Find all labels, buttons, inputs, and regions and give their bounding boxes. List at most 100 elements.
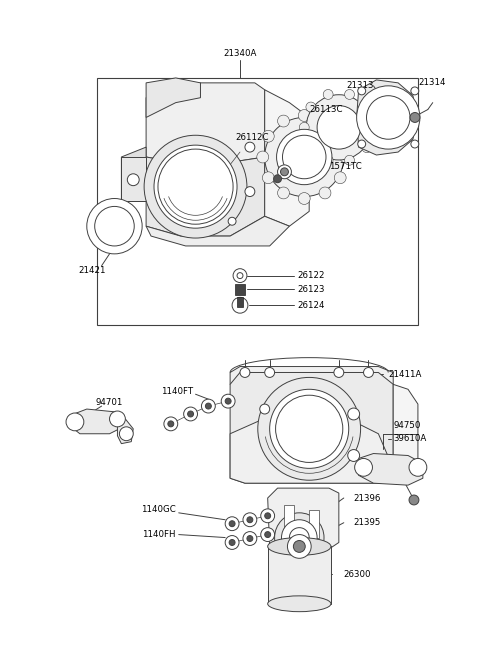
Circle shape [154, 145, 237, 228]
Circle shape [243, 532, 257, 546]
Text: 1140FH: 1140FH [142, 530, 176, 539]
Circle shape [264, 117, 344, 196]
Text: 26112C: 26112C [235, 133, 268, 141]
Circle shape [369, 122, 378, 132]
Circle shape [306, 95, 372, 160]
Circle shape [340, 151, 352, 163]
Circle shape [260, 404, 270, 414]
Text: 94701: 94701 [96, 398, 123, 407]
Circle shape [317, 105, 360, 149]
Circle shape [264, 513, 271, 519]
Circle shape [276, 129, 332, 185]
Polygon shape [121, 147, 146, 202]
Circle shape [411, 140, 419, 148]
Circle shape [281, 520, 317, 555]
Circle shape [289, 528, 309, 548]
Text: 21395: 21395 [354, 518, 381, 527]
Polygon shape [235, 284, 245, 295]
Circle shape [334, 367, 344, 377]
Circle shape [277, 165, 291, 179]
Circle shape [348, 449, 360, 461]
Circle shape [261, 509, 275, 523]
Circle shape [202, 399, 216, 413]
Circle shape [240, 367, 250, 377]
Polygon shape [230, 373, 393, 483]
Circle shape [263, 172, 274, 183]
Circle shape [229, 521, 235, 527]
Circle shape [348, 408, 360, 420]
Circle shape [345, 90, 354, 100]
Circle shape [298, 193, 310, 204]
Circle shape [358, 140, 366, 148]
Circle shape [158, 149, 233, 224]
Text: 21396: 21396 [354, 493, 381, 502]
Circle shape [323, 90, 333, 100]
Circle shape [247, 536, 253, 542]
Circle shape [243, 513, 257, 527]
Circle shape [362, 143, 372, 153]
Circle shape [245, 187, 255, 196]
Circle shape [276, 395, 343, 462]
Text: 26122: 26122 [297, 271, 325, 280]
Circle shape [409, 495, 419, 505]
Polygon shape [357, 80, 416, 155]
Polygon shape [237, 297, 243, 307]
Text: 94750: 94750 [393, 421, 420, 430]
Polygon shape [378, 384, 418, 483]
Polygon shape [268, 488, 339, 552]
Circle shape [261, 528, 275, 542]
Text: 21421: 21421 [78, 266, 106, 275]
Polygon shape [146, 83, 264, 167]
Polygon shape [146, 78, 201, 117]
Circle shape [232, 297, 248, 313]
Polygon shape [146, 216, 289, 246]
Circle shape [411, 87, 419, 95]
Circle shape [323, 155, 333, 165]
Circle shape [298, 109, 310, 121]
Circle shape [355, 458, 372, 476]
Text: 26123: 26123 [297, 285, 325, 294]
Circle shape [277, 187, 289, 199]
Circle shape [319, 115, 331, 127]
Polygon shape [359, 453, 423, 485]
Circle shape [258, 377, 360, 480]
Circle shape [205, 403, 211, 409]
Text: 1571TC: 1571TC [329, 162, 362, 172]
Circle shape [288, 534, 311, 558]
Circle shape [283, 135, 326, 179]
Circle shape [363, 367, 373, 377]
Circle shape [293, 540, 305, 552]
Circle shape [345, 155, 354, 165]
Circle shape [229, 540, 235, 546]
Circle shape [277, 115, 289, 127]
Circle shape [306, 143, 316, 153]
Polygon shape [309, 510, 319, 538]
Circle shape [95, 206, 134, 246]
Circle shape [225, 398, 231, 404]
Polygon shape [285, 505, 294, 533]
Circle shape [127, 174, 139, 185]
Circle shape [357, 86, 420, 149]
Text: 1140FT: 1140FT [161, 386, 193, 396]
Circle shape [263, 130, 274, 142]
Circle shape [144, 135, 247, 238]
Polygon shape [70, 409, 121, 434]
Circle shape [367, 96, 410, 140]
Text: 21313: 21313 [347, 81, 374, 90]
Polygon shape [264, 90, 309, 226]
Circle shape [280, 168, 288, 176]
Text: 21340A: 21340A [223, 49, 257, 58]
Polygon shape [121, 157, 146, 202]
Circle shape [247, 517, 253, 523]
Polygon shape [118, 419, 133, 443]
Bar [268, 546, 331, 604]
Circle shape [221, 394, 235, 408]
Circle shape [245, 142, 255, 152]
Circle shape [319, 187, 331, 199]
Circle shape [237, 272, 243, 278]
Text: 26124: 26124 [297, 301, 325, 310]
Circle shape [264, 532, 271, 538]
Circle shape [334, 172, 346, 183]
Polygon shape [230, 414, 393, 483]
Circle shape [184, 407, 197, 421]
